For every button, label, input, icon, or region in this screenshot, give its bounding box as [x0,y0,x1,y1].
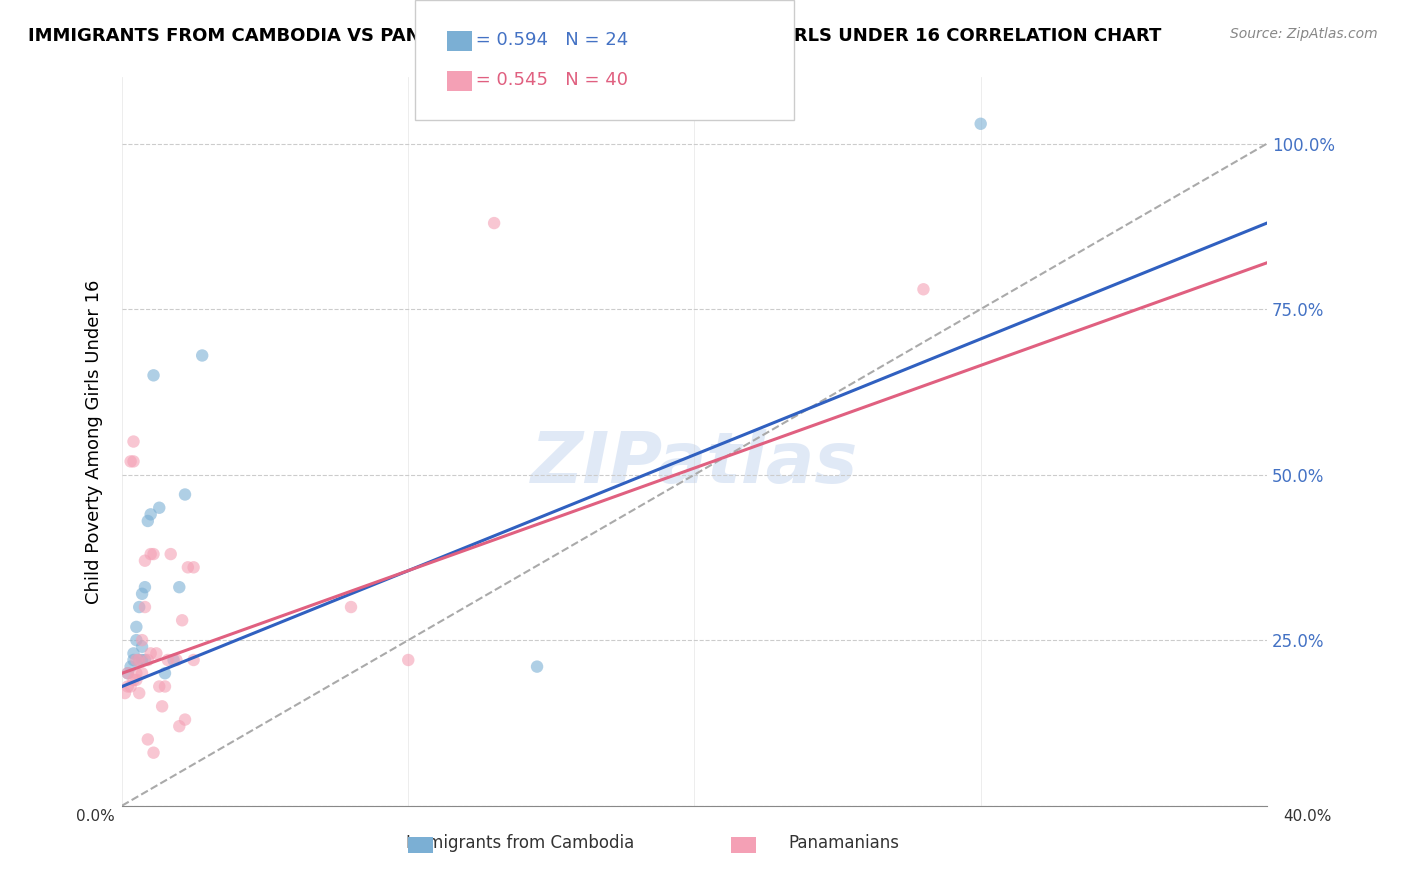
Point [125,666,148,681]
Point [117,680,139,694]
Point [131,666,153,681]
Point [148,680,170,694]
Point [142,368,165,383]
Point [183,560,205,574]
Text: Immigrants from Cambodia: Immigrants from Cambodia [406,834,634,852]
Text: ZIPatlas: ZIPatlas [531,429,858,498]
Point [134,600,156,615]
Point [122,434,145,449]
Point [191,349,214,363]
Point [131,653,153,667]
Point [120,659,142,673]
Point [120,680,142,694]
Point [117,666,139,681]
Point [131,640,153,654]
Point [159,547,181,561]
Point [125,633,148,648]
Point [526,659,548,673]
Point [128,653,150,667]
Point [165,653,187,667]
Point [125,673,148,687]
Point [396,653,419,667]
Text: Source: ZipAtlas.com: Source: ZipAtlas.com [1230,27,1378,41]
Point [122,454,145,468]
Point [142,547,165,561]
Text: 40.0%: 40.0% [1284,809,1331,823]
Point [153,680,176,694]
Point [139,508,162,522]
Point [340,600,363,615]
Point [134,653,156,667]
Point [174,487,197,501]
Point [148,500,170,515]
Text: 0.0%: 0.0% [76,809,115,823]
Point [120,454,142,468]
Point [177,560,200,574]
Point [156,653,179,667]
Point [122,653,145,667]
Point [145,646,167,660]
Point [172,613,194,627]
Point [482,216,505,230]
Point [150,699,173,714]
Point [128,686,150,700]
Point [136,653,159,667]
Point [139,646,162,660]
Point [114,686,136,700]
Point [970,117,993,131]
Point [134,580,156,594]
Text: Panamanians: Panamanians [789,834,898,852]
Point [169,719,191,733]
Y-axis label: Child Poverty Among Girls Under 16: Child Poverty Among Girls Under 16 [86,279,103,604]
Point [134,554,156,568]
Point [122,673,145,687]
Point [125,620,148,634]
Point [169,580,191,594]
Point [128,653,150,667]
Point [142,746,165,760]
Point [183,653,205,667]
Text: IMMIGRANTS FROM CAMBODIA VS PANAMANIAN CHILD POVERTY AMONG GIRLS UNDER 16 CORREL: IMMIGRANTS FROM CAMBODIA VS PANAMANIAN C… [28,27,1161,45]
Point [125,653,148,667]
Point [131,587,153,601]
Point [912,282,935,296]
Point [117,666,139,681]
Text: R = 0.594   N = 24: R = 0.594 N = 24 [446,31,628,49]
Point [122,646,145,660]
Point [131,633,153,648]
Point [136,732,159,747]
Text: R = 0.545   N = 40: R = 0.545 N = 40 [446,71,627,89]
Point [128,600,150,615]
Point [174,713,197,727]
Point [139,547,162,561]
Point [162,653,184,667]
Point [153,666,176,681]
Point [136,514,159,528]
